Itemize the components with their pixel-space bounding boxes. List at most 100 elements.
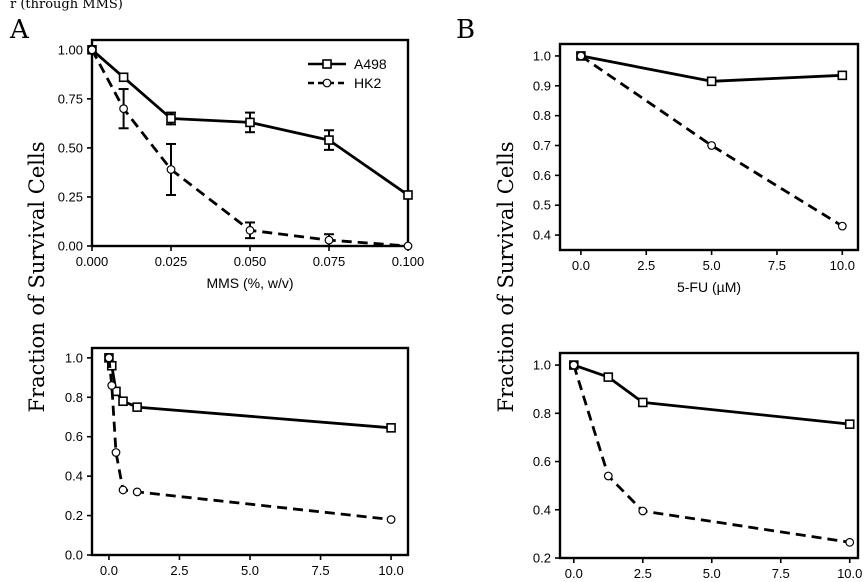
mms-a498-series-line (91, 48, 409, 197)
fu-y-tick-label: 0.5 (533, 198, 551, 213)
mms-x-tick-label: 0.000 (76, 254, 109, 269)
etoposide-hk2-point (132, 487, 142, 497)
uv-y-tick-label: 0.6 (533, 454, 551, 469)
uv-x-tick-label: 5.0 (703, 566, 721, 581)
etoposide-hk2-point (104, 353, 114, 363)
etoposide-x-tick-label: 5.0 (241, 563, 259, 578)
uv-x-tick-label: 10.0 (837, 566, 862, 581)
mms-hk2-series-line (90, 49, 409, 248)
fu-hk2-series-line (580, 54, 844, 228)
uv-a498-point (637, 397, 648, 408)
uv-hk2-point (638, 506, 648, 516)
legend-a498-marker (322, 59, 332, 69)
fu-y-tick-label: 0.4 (533, 228, 551, 243)
legend-hk2-marker (322, 78, 332, 88)
mms-x-tick-label: 0.025 (155, 254, 188, 269)
etoposide-chart: 0.02.55.07.510.00.00.20.40.60.81.0Etopos… (65, 346, 410, 578)
etoposide-hk2-point (111, 448, 121, 457)
mms-x-tick-label: 0.100 (392, 254, 425, 269)
mms-hk2-point (403, 241, 413, 251)
left-y-axis-label: Fraction of Survival Cells (25, 142, 49, 413)
fu-x-axis-label: 5-FU (µM) (677, 279, 741, 295)
uv-y-tick-label: 0.2 (533, 551, 551, 566)
mms-x-tick-label: 0.075 (313, 254, 346, 269)
mms-x-axis-label: MMS (%, w/v) (206, 275, 293, 291)
etoposide-a498-point (132, 402, 142, 412)
etoposide-a498-point (386, 423, 396, 433)
mms-x-tick-label: 0.050 (234, 254, 267, 269)
fu-x-tick-label: 2.5 (637, 258, 655, 273)
mms-a498-point (245, 117, 255, 128)
panel-letter-b: B (456, 15, 475, 45)
etoposide-y-tick-label: 0.6 (65, 429, 83, 444)
fu-x-tick-label: 5.0 (703, 258, 721, 273)
etoposide-x-tick-label: 0.0 (100, 563, 118, 578)
fu-chart: 0.0 2.5 5.0 7.5 10.0 0.4 0.5 0.6 0.7 0.8 0.9 1.0 5-F… (533, 42, 860, 295)
mms-hk2-point (166, 165, 176, 174)
fu-a498-point (706, 76, 717, 87)
mms-hk2-point (119, 104, 128, 114)
right-y-axis-label: Fraction of Survival Cells (494, 142, 518, 413)
etoposide-y-tick-label: 0.2 (65, 508, 83, 523)
legend-a498-label: A498 (354, 56, 387, 72)
uv-a498-point (603, 372, 614, 382)
mms-y-tick-label: 0.00 (58, 239, 83, 254)
legend-hk2-label: HK2 (354, 75, 381, 91)
mms-chart: 0.000 0.025 0.050 0.075 0.100 0.00 0.25 0.50 0.7… (58, 38, 425, 291)
mms-hk2-point (87, 45, 97, 55)
mms-y-tick-label: 0.50 (58, 140, 83, 155)
mms-y-tick-label: 1.00 (58, 42, 83, 57)
etoposide-y-tick-label: 0.8 (65, 390, 83, 405)
etoposide-plot-frame (90, 346, 410, 557)
mms-hk2-point (324, 235, 334, 245)
fu-x-tick-label: 0.0 (572, 258, 590, 273)
fu-x-tick-label: 10.0 (830, 258, 855, 273)
uv-plot-frame (558, 351, 860, 560)
uv-x-tick-label: 0.0 (565, 566, 583, 581)
uv-hk2-series-line (572, 364, 850, 544)
fu-plot-frame (558, 42, 860, 252)
etoposide-x-tick-label: 2.5 (170, 563, 188, 578)
etoposide-hk2-point (107, 381, 117, 390)
fu-y-tick-label: 0.8 (533, 108, 551, 123)
etoposide-hk2-series-line (107, 357, 392, 521)
mms-hk2-point (245, 225, 255, 235)
mms-y-tick-label: 0.75 (58, 91, 83, 106)
uv-x-tick-label: 2.5 (634, 566, 652, 581)
etoposide-x-tick-label: 10.0 (378, 563, 403, 578)
fu-y-tick-label: 1.0 (533, 48, 551, 63)
uv-hk2-point (569, 360, 579, 370)
etoposide-y-tick-label: 0.4 (65, 469, 83, 484)
fu-hk2-point (837, 221, 847, 231)
etoposide-a498-point (106, 360, 117, 371)
uv-hk2-point (603, 471, 613, 481)
etoposide-a498-series-line (107, 357, 392, 430)
etoposide-y-tick-label: 1.0 (65, 350, 83, 365)
uv-x-tick-label: 7.5 (772, 566, 790, 581)
fu-y-tick-label: 0.6 (533, 168, 551, 183)
mms-a498-point (403, 190, 413, 200)
uv-y-tick-label: 1.0 (533, 358, 551, 373)
fu-hk2-point (576, 51, 586, 61)
etoposide-hk2-point (118, 485, 128, 495)
uv-a498-point (844, 419, 855, 429)
mms-a498-point (118, 72, 129, 83)
uv-y-tick-label: 0.8 (533, 406, 551, 421)
panel-letter-a: A (9, 15, 30, 45)
etoposide-y-tick-label: 0.0 (65, 548, 83, 563)
uv-chart: 0.02.55.07.510.00.20.40.60.81.0UV (J/m²) (533, 351, 862, 581)
fu-y-tick-label: 0.7 (533, 138, 551, 153)
fu-x-tick-label: 7.5 (768, 258, 786, 273)
uv-a498-series-line (573, 363, 850, 426)
etoposide-x-tick-label: 7.5 (311, 563, 329, 578)
etoposide-hk2-point (386, 515, 396, 524)
mms-a498-point (324, 135, 334, 145)
etoposide-a498-point (118, 396, 128, 407)
uv-hk2-point (845, 537, 855, 547)
uv-y-tick-label: 0.4 (533, 502, 551, 517)
fu-a498-point (837, 70, 848, 81)
figure-top-note: r (through MMS) (10, 0, 123, 12)
fu-y-tick-label: 0.9 (533, 78, 551, 93)
mms-y-tick-label: 0.25 (58, 189, 83, 204)
